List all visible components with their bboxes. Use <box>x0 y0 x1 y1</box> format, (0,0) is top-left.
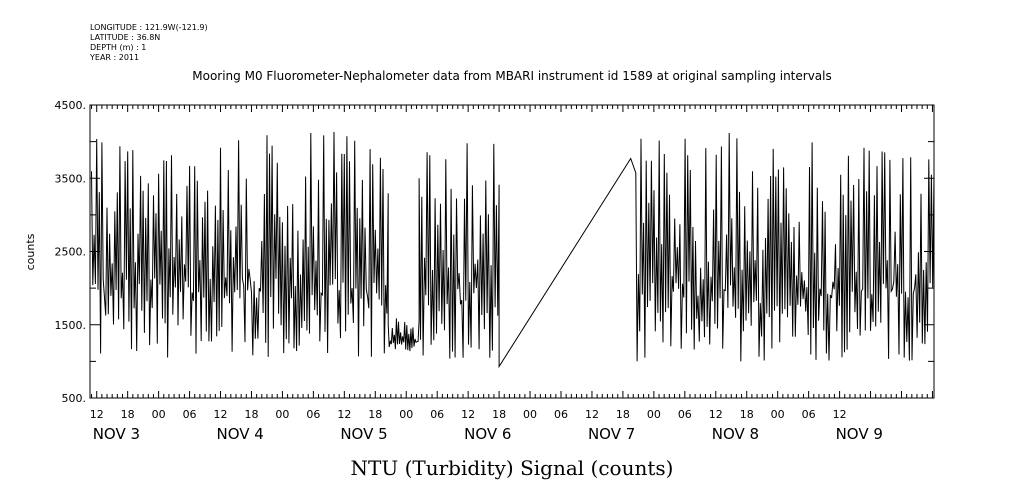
x-hour-tick-label: 06 <box>183 408 197 421</box>
x-hour-tick-label: 00 <box>152 408 166 421</box>
longitude-label: LONGITUDE : 121.9W(-121.9) <box>90 23 208 32</box>
x-date-label: NOV 3 <box>93 425 140 443</box>
x-hour-tick-label: 06 <box>306 408 320 421</box>
x-hour-tick-label: 06 <box>678 408 692 421</box>
y-axis: 500. 1500. 2500. 3500. 4500. <box>55 99 934 405</box>
x-hour-tick-label: 12 <box>337 408 351 421</box>
x-date-label: NOV 8 <box>712 425 759 443</box>
chart-title: Mooring M0 Fluorometer-Nephalometer data… <box>192 69 832 83</box>
x-hour-tick-label: 12 <box>709 408 723 421</box>
year-label: YEAR : 2011 <box>89 53 139 62</box>
x-hour-tick-label: 00 <box>399 408 413 421</box>
x-date-label: NOV 7 <box>588 425 635 443</box>
y-axis-label: counts <box>24 233 37 270</box>
x-hour-tick-label: 18 <box>740 408 754 421</box>
x-hour-tick-label: 18 <box>244 408 258 421</box>
x-axis: 12 18 00 06 12 18 00 06 12 18 00 06 12 18 00 06 12 18 00 06… <box>90 105 933 443</box>
x-hour-tick-label: 12 <box>214 408 228 421</box>
x-hour-tick-label: 18 <box>616 408 630 421</box>
depth-label: DEPTH (m) : 1 <box>90 43 146 52</box>
x-date-label: NOV 4 <box>217 425 264 443</box>
x-hour-tick-label: 12 <box>833 408 847 421</box>
x-hour-tick-label: 18 <box>368 408 382 421</box>
x-axis-label: NTU (Turbidity) Signal (counts) <box>351 456 674 480</box>
metadata-header: LONGITUDE : 121.9W(-121.9) LATITUDE : 36… <box>89 23 208 62</box>
x-hour-tick-label: 12 <box>585 408 599 421</box>
y-tick-label: 3500. <box>55 172 87 185</box>
plot-frame <box>89 104 935 399</box>
x-hour-tick-label: 00 <box>523 408 537 421</box>
y-tick-label: 1500. <box>55 319 87 332</box>
ntu-signal-line <box>91 131 935 369</box>
x-hour-tick-label: 00 <box>647 408 661 421</box>
x-hour-tick-label: 06 <box>554 408 568 421</box>
x-hour-tick-label: 12 <box>461 408 475 421</box>
x-date-label: NOV 5 <box>340 425 387 443</box>
x-hour-tick-label: 18 <box>492 408 506 421</box>
x-hour-tick-label: 06 <box>802 408 816 421</box>
x-date-label: NOV 9 <box>836 425 883 443</box>
x-hour-tick-label: 00 <box>275 408 289 421</box>
series-ntu-signal <box>91 131 935 369</box>
y-tick-label: 500. <box>62 392 87 405</box>
latitude-label: LATITUDE : 36.8N <box>90 33 160 42</box>
y-tick-label: 4500. <box>55 99 87 112</box>
x-hour-tick-label: 18 <box>121 408 135 421</box>
y-tick-label: 2500. <box>55 246 87 259</box>
x-date-label: NOV 6 <box>464 425 511 443</box>
x-hour-tick-label: 12 <box>90 408 104 421</box>
x-hour-tick-label: 06 <box>430 408 444 421</box>
x-hour-tick-label: 00 <box>771 408 785 421</box>
